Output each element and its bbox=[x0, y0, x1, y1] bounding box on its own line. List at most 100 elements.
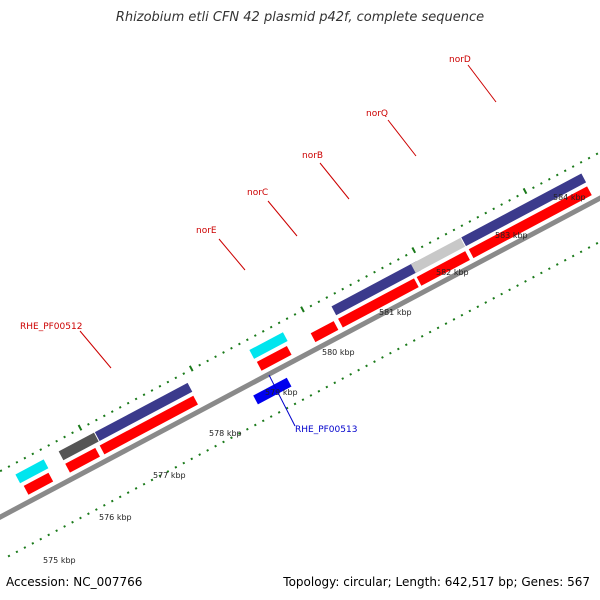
gene-feature-lightgray-norQ[interactable] bbox=[410, 237, 466, 273]
outer-tick-mark bbox=[31, 452, 35, 456]
inner-tick-mark bbox=[7, 554, 11, 558]
inner-tick-mark bbox=[134, 487, 138, 490]
leader-line bbox=[467, 64, 497, 103]
inner-tick-mark bbox=[325, 385, 329, 389]
outer-tick-mark bbox=[77, 424, 83, 431]
cds-feature[interactable] bbox=[256, 345, 292, 371]
inner-tick-mark bbox=[349, 372, 353, 376]
outer-tick-mark bbox=[269, 325, 273, 329]
outer-tick-mark bbox=[365, 275, 368, 278]
inner-tick-mark bbox=[47, 533, 51, 537]
outer-tick-mark bbox=[381, 266, 384, 270]
inner-tick-mark bbox=[365, 364, 368, 368]
inner-tick-mark bbox=[126, 491, 130, 494]
outer-tick-mark bbox=[587, 156, 591, 160]
inner-tick-mark bbox=[595, 241, 599, 245]
gene-track bbox=[15, 173, 587, 484]
leader-line-blue bbox=[268, 374, 296, 427]
gene-label[interactable]: norQ bbox=[366, 109, 388, 119]
inner-tick-mark bbox=[71, 520, 74, 524]
leader-line bbox=[387, 119, 417, 157]
inner-tick-mark bbox=[261, 419, 265, 423]
gene-labels: RHE_PF00512 norE norC norB norQ norD RHE… bbox=[20, 55, 471, 435]
inner-tick-mark bbox=[15, 550, 19, 554]
inner-tick-mark bbox=[269, 415, 273, 418]
tick-label: 584 kbp bbox=[553, 193, 586, 202]
inner-tick-mark bbox=[190, 457, 194, 461]
gene-feature-cyan[interactable] bbox=[249, 332, 288, 359]
outer-tick-mark bbox=[63, 435, 66, 439]
outer-tick-mark bbox=[460, 224, 464, 228]
inner-tick-mark bbox=[484, 301, 488, 304]
outer-tick-mark bbox=[579, 160, 583, 164]
cds-feature[interactable] bbox=[23, 472, 54, 495]
gene-label[interactable]: RHE_PF00513 bbox=[295, 425, 357, 435]
outer-tick-mark bbox=[277, 321, 281, 325]
outer-tick-mark bbox=[404, 253, 408, 257]
outer-tick-mark bbox=[71, 431, 74, 435]
inner-tick-mark bbox=[79, 516, 82, 520]
inner-tick-mark bbox=[317, 389, 321, 393]
outer-tick-mark bbox=[55, 439, 58, 443]
outer-tick-mark bbox=[285, 317, 289, 321]
inner-tick-mark bbox=[341, 377, 345, 380]
tick-label: 575 kbp bbox=[43, 556, 76, 565]
map-title: Rhizobium etli CFN 42 plasmid p42f, comp… bbox=[115, 10, 485, 25]
inner-tick-mark bbox=[174, 465, 178, 469]
outer-tick-mark bbox=[182, 372, 186, 375]
inner-tick-mark bbox=[404, 343, 408, 347]
outer-tick-mark bbox=[134, 397, 138, 401]
cds-feature[interactable] bbox=[468, 186, 592, 259]
gene-label[interactable]: norD bbox=[449, 55, 471, 65]
outer-tick-mark bbox=[333, 291, 337, 295]
inner-tick-mark bbox=[420, 334, 424, 338]
outer-tick-mark bbox=[198, 363, 202, 367]
outer-tick-mark bbox=[595, 152, 599, 156]
gene-feature-blue-RHE_PF00513[interactable] bbox=[253, 377, 292, 405]
inner-tick-mark bbox=[222, 440, 225, 444]
outer-tick-mark bbox=[420, 245, 424, 249]
inner-tick-mark bbox=[524, 280, 527, 283]
inner-tick-mark bbox=[158, 474, 162, 478]
outer-tick-mark bbox=[300, 306, 305, 313]
gene-feature-purple-norB[interactable] bbox=[331, 261, 421, 316]
gene-label[interactable]: norC bbox=[247, 188, 268, 198]
outer-tick-mark bbox=[293, 313, 297, 316]
cds-feature[interactable] bbox=[338, 278, 419, 328]
gene-label[interactable]: norB bbox=[302, 151, 323, 161]
cds-feature[interactable] bbox=[65, 447, 100, 473]
inner-tick-mark bbox=[444, 322, 448, 325]
sequence-backbone bbox=[0, 178, 600, 522]
scale-labels: 575 kbp 576 kbp 577 kbp 578 kbp 579 kbp … bbox=[43, 193, 586, 565]
leader-line bbox=[319, 162, 350, 200]
inner-tick-mark bbox=[166, 470, 170, 473]
gene-feature-purple-norD[interactable] bbox=[461, 173, 587, 247]
inner-tick-mark bbox=[428, 330, 432, 334]
inner-tick-mark bbox=[587, 246, 591, 249]
inner-tick-mark bbox=[206, 449, 209, 452]
gene-feature-purple[interactable] bbox=[94, 382, 193, 442]
outer-tick-mark bbox=[373, 270, 376, 274]
inner-tick-mark bbox=[63, 525, 66, 528]
inner-tick-mark bbox=[142, 482, 146, 486]
gene-feature-cyan[interactable] bbox=[15, 459, 49, 484]
outer-tick-mark bbox=[522, 187, 528, 195]
inner-tick-mark bbox=[277, 411, 281, 414]
inner-tick-mark bbox=[389, 351, 392, 355]
outer-tick-mark bbox=[238, 342, 241, 346]
inner-tick-mark bbox=[102, 503, 106, 507]
cds-feature[interactable] bbox=[99, 395, 198, 455]
gene-label[interactable]: RHE_PF00512 bbox=[20, 322, 82, 332]
outer-tick-mark bbox=[47, 444, 51, 447]
inner-tick-mark bbox=[476, 305, 480, 309]
outer-tick-mark bbox=[317, 300, 321, 304]
gene-label[interactable]: norE bbox=[196, 226, 217, 236]
outer-tick-mark bbox=[0, 469, 3, 473]
gene-feature-gray[interactable] bbox=[58, 432, 99, 461]
cds-feature[interactable] bbox=[310, 321, 339, 343]
cds-feature[interactable] bbox=[416, 251, 470, 286]
inner-tick-mark bbox=[245, 427, 249, 431]
inner-tick-mark bbox=[87, 512, 90, 516]
leader-line bbox=[79, 330, 112, 369]
